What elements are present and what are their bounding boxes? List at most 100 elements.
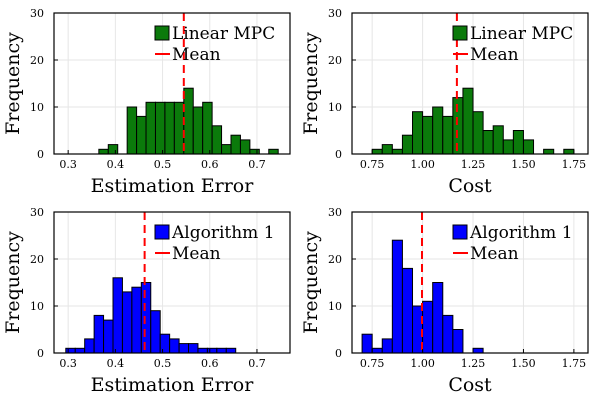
legend-swatch	[154, 25, 170, 41]
histogram-bar	[522, 139, 535, 155]
x-tick-label: 1.50	[511, 357, 536, 370]
histogram-bar	[98, 148, 109, 155]
y-axis-label: Frequency	[2, 231, 24, 334]
histogram-bar	[432, 282, 444, 354]
y-tick-label: 0	[335, 148, 342, 161]
legend-mean-label: Mean	[172, 45, 221, 65]
histogram-bar	[93, 314, 105, 354]
legend-swatch	[452, 25, 468, 41]
histogram-bar	[432, 106, 444, 155]
histogram-bar	[178, 343, 190, 354]
plot-frame	[351, 12, 589, 155]
histogram-bar	[472, 111, 484, 155]
x-tick-label: 0.5	[154, 357, 172, 370]
y-tick-label: 10	[328, 300, 342, 313]
histogram-panel-4: 0.75 1.00 1.25 1.50 1.75 0 10 20 30 Cost Frequency…	[300, 206, 589, 396]
y-tick-label: 20	[328, 54, 342, 67]
x-tick-label: 1.00	[410, 357, 435, 370]
histogram-bar	[371, 148, 383, 155]
y-tick-label: 10	[30, 300, 44, 313]
histogram-bar	[192, 106, 204, 155]
histogram-bar	[482, 130, 494, 155]
histogram-bar	[563, 148, 575, 155]
x-tick-label: 0.75	[360, 357, 385, 370]
histogram-bar	[202, 101, 213, 155]
y-tick-label: 30	[328, 206, 342, 219]
plot-frame	[53, 12, 291, 155]
y-axis-label: Frequency	[300, 32, 322, 135]
y-tick-label: 20	[328, 253, 342, 266]
histogram-bar	[442, 115, 454, 155]
x-tick-label: 1.75	[562, 158, 587, 171]
histogram-bar	[225, 347, 237, 354]
histogram-bar	[145, 101, 156, 155]
histogram-bar	[112, 277, 123, 354]
y-tick-label: 10	[328, 101, 342, 114]
x-tick-label: 1.00	[410, 158, 435, 171]
x-axis-label: Estimation Error	[91, 175, 255, 197]
histogram-bar	[140, 282, 152, 354]
histogram-bar	[543, 148, 555, 155]
x-tick-label: 1.25	[461, 357, 486, 370]
histogram-bar	[381, 144, 393, 155]
x-tick-label: 0.5	[154, 158, 172, 171]
histogram-bar	[371, 347, 383, 354]
histogram-bar	[361, 333, 373, 354]
histogram-bar	[159, 333, 171, 354]
histogram-bar	[230, 134, 241, 155]
histogram-panel-3: 0.3 0.4 0.5 0.6 0.7 0 10 20 30 Estimation Error Fr…	[2, 206, 291, 396]
x-tick-label: 0.3	[59, 158, 77, 171]
histogram-bar	[452, 97, 464, 155]
histogram-bar	[249, 148, 260, 155]
histogram-bar	[462, 87, 474, 155]
histogram-bar	[183, 87, 194, 155]
histogram-bar	[65, 347, 76, 354]
histogram-bar	[216, 347, 227, 354]
histogram-bar	[239, 139, 251, 155]
x-axis-label: Estimation Error	[91, 374, 255, 396]
legend-swatch	[452, 224, 468, 240]
histogram-bar	[164, 101, 175, 155]
x-tick-label: 0.7	[248, 158, 266, 171]
y-axis-label: Frequency	[2, 32, 24, 135]
x-tick-label: 0.6	[201, 357, 219, 370]
x-tick-label: 0.7	[248, 357, 266, 370]
plot-frame	[351, 211, 589, 354]
histogram-bar	[502, 139, 514, 155]
histogram-bar	[74, 347, 86, 354]
legend-swatch	[154, 224, 170, 240]
histogram-bar	[422, 300, 434, 354]
histogram-bar	[512, 130, 524, 155]
histogram-bar	[211, 125, 223, 155]
histogram-bar	[391, 239, 403, 354]
y-tick-label: 20	[30, 253, 44, 266]
legend-series-label: Linear MPC	[470, 24, 573, 44]
y-tick-label: 0	[335, 347, 342, 360]
histogram-bar	[221, 144, 232, 155]
histogram-bar	[103, 319, 114, 354]
histogram-bar	[401, 134, 414, 155]
histogram-bar	[188, 343, 199, 354]
x-tick-label: 0.4	[107, 158, 125, 171]
histogram-bar	[442, 314, 454, 354]
histogram-bar	[154, 101, 166, 155]
y-tick-label: 20	[30, 54, 44, 67]
histogram-bar	[107, 144, 119, 155]
plot-frame	[53, 211, 291, 354]
histogram-bar	[206, 347, 218, 354]
histogram-bar	[136, 115, 147, 155]
histogram-bar	[131, 286, 142, 354]
histogram-bar	[452, 329, 464, 354]
legend-series-label: Linear MPC	[172, 24, 275, 44]
legend-mean-label: Mean	[470, 45, 519, 65]
x-tick-label: 1.50	[511, 158, 536, 171]
histogram-bar	[422, 115, 434, 155]
histogram-bar	[381, 338, 393, 354]
x-axis-label: Cost	[448, 374, 492, 396]
y-axis-label: Frequency	[300, 231, 322, 334]
